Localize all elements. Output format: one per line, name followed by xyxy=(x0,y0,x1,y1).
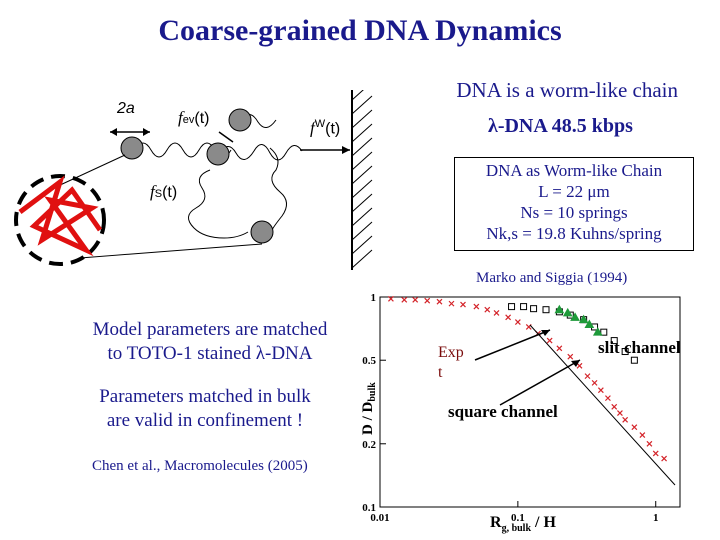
box-line-1: DNA as Worm-like Chain xyxy=(485,161,663,180)
box-line-2: L = 22 μm xyxy=(538,182,610,201)
data-point xyxy=(578,314,589,324)
bead xyxy=(228,108,252,132)
data-point xyxy=(631,424,638,431)
data-point xyxy=(591,379,598,386)
excluded-volume-arrow xyxy=(218,131,234,143)
data-point xyxy=(570,312,580,321)
spring-4 xyxy=(269,147,287,231)
data-point xyxy=(617,410,623,417)
data-point xyxy=(576,362,583,369)
data-point xyxy=(604,395,611,402)
data-point xyxy=(567,353,574,360)
fine-chain-path xyxy=(18,175,103,257)
data-point xyxy=(611,403,618,410)
data-point xyxy=(436,298,443,305)
y-axis-label: D / Dbulk xyxy=(360,382,378,435)
label-fw: fW(t) xyxy=(310,118,341,138)
data-point xyxy=(652,450,659,457)
diffusivity-plot: 10.50.20.10.01 0.1 1 Exp t slit channel sq… xyxy=(360,292,681,534)
model-text-line-1: Model parameters are matched xyxy=(92,319,328,340)
data-point xyxy=(520,303,528,311)
data-point xyxy=(546,337,553,344)
y-tick-label: 0.2 xyxy=(362,439,376,451)
data-point xyxy=(622,416,629,423)
slide-title: Coarse-grained DNA Dynamics xyxy=(158,14,562,47)
spring-2 xyxy=(217,144,303,161)
data-point xyxy=(639,432,646,439)
data-point xyxy=(621,348,629,356)
data-point xyxy=(592,327,603,336)
label-fs: fS(t) xyxy=(150,182,178,201)
data-point xyxy=(505,314,512,321)
x-tick-label: 0.1 xyxy=(511,512,525,524)
y-tick-label: 0.1 xyxy=(362,502,376,514)
parameter-box: DNA as Worm-like Chain L = 22 μm Ns = 10… xyxy=(454,157,694,251)
data-point xyxy=(597,387,604,394)
data-point xyxy=(401,296,408,303)
x-tick-label: 1 xyxy=(653,512,659,524)
data-point xyxy=(661,455,668,462)
coarse-grain-circle xyxy=(14,174,106,266)
wall-hatching xyxy=(351,90,373,269)
square-annotation: square channel xyxy=(448,402,558,421)
box-line-3: Ns = 10 springs xyxy=(520,203,628,222)
slit-annotation: slit channel xyxy=(598,338,681,357)
data-point xyxy=(484,306,491,313)
lambda-dna-label: λ-DNA 48.5 kbps xyxy=(488,115,633,137)
model-text: Model parameters are matched to TOTO-1 s… xyxy=(50,318,370,366)
spring-5 xyxy=(188,169,249,239)
bead-spring-schematic xyxy=(14,90,373,270)
data-point xyxy=(554,304,565,314)
bead xyxy=(206,142,230,166)
data-point xyxy=(556,345,563,352)
y-tick-label: 0.5 xyxy=(362,355,376,367)
data-point xyxy=(584,319,595,328)
x-tick-label: 0.01 xyxy=(370,512,389,524)
y-tick-label: 1 xyxy=(371,292,377,304)
exp-arrow xyxy=(474,329,551,361)
theory-line xyxy=(529,324,676,486)
box-line-4: Nk,s = 19.8 Kuhns/spring xyxy=(486,224,662,243)
bulk-text-line-2: are valid in confinement ! xyxy=(106,410,304,431)
bead xyxy=(120,136,144,160)
data-point xyxy=(473,303,480,310)
data-point xyxy=(448,300,455,307)
model-text-line-2: to TOTO-1 stained λ-DNA xyxy=(107,343,313,364)
data-point xyxy=(562,307,573,317)
bulk-text: Parameters matched in bulk are valid in … xyxy=(60,385,350,433)
bulk-text-line-1: Parameters matched in bulk xyxy=(99,386,311,407)
data-point xyxy=(424,297,431,304)
data-point xyxy=(600,328,608,336)
data-point xyxy=(508,303,516,311)
label-2a: 2a xyxy=(117,100,135,117)
plot-frame xyxy=(379,296,681,508)
bead xyxy=(250,220,274,244)
data-point xyxy=(493,309,500,316)
citation: Chen et al., Macromolecules (2005) xyxy=(92,458,308,474)
data-point xyxy=(646,440,653,447)
data-point xyxy=(530,305,538,313)
data-point xyxy=(630,356,638,364)
label-fev: fev(t) xyxy=(178,108,210,127)
x-axis-label: Rg, bulk / H xyxy=(490,514,556,534)
data-point xyxy=(412,296,419,303)
square-arrow xyxy=(499,359,581,406)
data-point xyxy=(542,306,550,314)
data-point xyxy=(387,295,394,302)
reference-label: Marko and Siggia (1994) xyxy=(476,270,628,286)
exp-annotation: Exp xyxy=(438,344,464,361)
data-point xyxy=(584,373,591,380)
data-point xyxy=(460,301,466,308)
data-point xyxy=(514,319,521,325)
data-point xyxy=(610,337,618,345)
worm-chain-note: DNA is a worm-like chain xyxy=(456,78,678,102)
exp-annotation-t: t xyxy=(438,364,443,381)
